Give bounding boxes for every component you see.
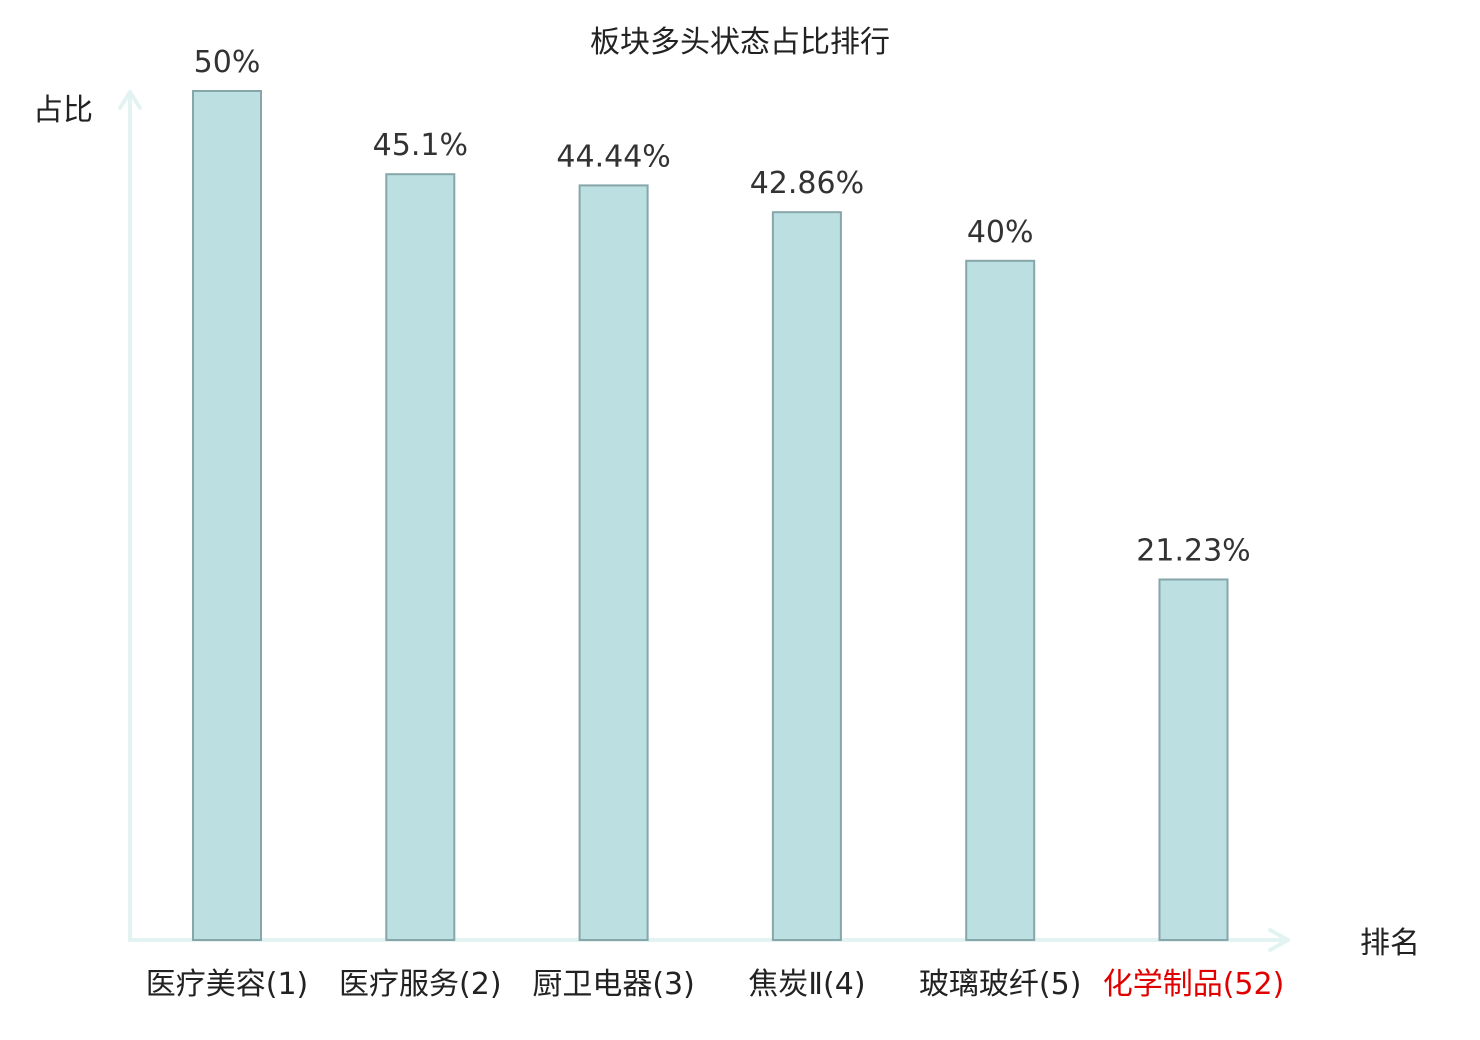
- bar-value-label: 50%: [194, 45, 261, 80]
- x-tick-label: 医疗美容(1): [146, 967, 309, 1002]
- bar-value-label: 21.23%: [1136, 534, 1250, 569]
- bar-2: [385, 173, 456, 941]
- y-axis-arrow: [118, 90, 142, 110]
- y-axis-label: 占比: [33, 93, 93, 128]
- bar-value-label: 42.86%: [750, 166, 864, 201]
- bar-value-label: 45.1%: [373, 128, 468, 163]
- x-axis: [128, 928, 1290, 952]
- x-tick-label: 医疗服务(2): [339, 967, 502, 1002]
- x-tick-label: 焦炭Ⅱ(4): [748, 967, 865, 1002]
- x-tick-label: 厨卫电器(3): [532, 967, 695, 1002]
- category-labels: 医疗美容(1) 医疗服务(2) 厨卫电器(3) 焦炭Ⅱ(4) 玻璃玻纤(5) 化学制品(5…: [146, 967, 1285, 1002]
- chart-title: 板块多头状态占比排行: [590, 25, 890, 60]
- value-labels: 50% 45.1% 44.44% 42.86% 40% 21.23%: [194, 45, 1251, 569]
- x-tick-label: 化学制品(52): [1103, 967, 1285, 1002]
- x-axis-arrow: [1268, 928, 1290, 952]
- bar-5: [965, 259, 1036, 941]
- bar-series: [192, 90, 1229, 941]
- bar-1: [192, 90, 262, 941]
- bar-4: [771, 211, 842, 941]
- y-axis: [118, 90, 142, 942]
- bar-3: [578, 184, 649, 941]
- bar-value-label: 44.44%: [556, 139, 670, 174]
- x-axis-label: 排名: [1360, 926, 1420, 961]
- bar-6: [1158, 578, 1229, 941]
- x-tick-label: 玻璃玻纤(5): [919, 967, 1082, 1002]
- bar-value-label: 40%: [967, 215, 1034, 250]
